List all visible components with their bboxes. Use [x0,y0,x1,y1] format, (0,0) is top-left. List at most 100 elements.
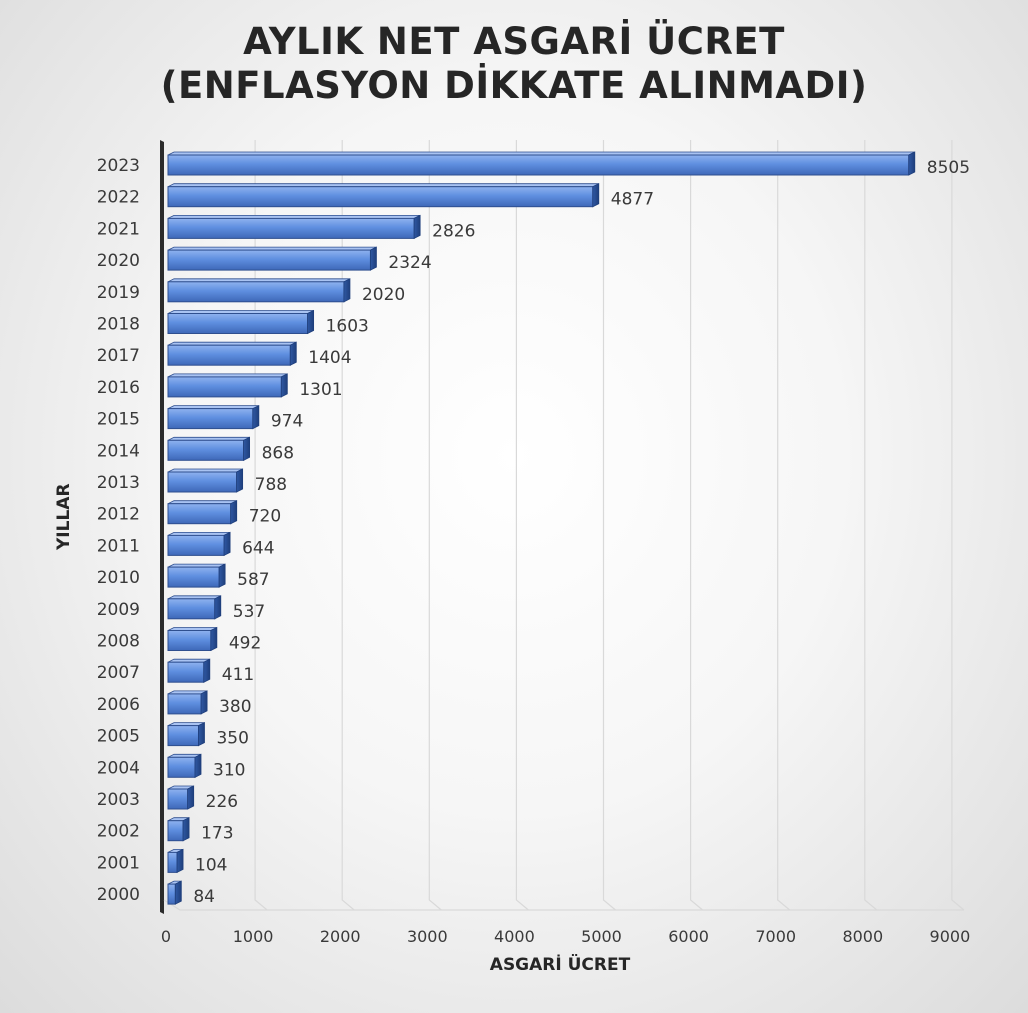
bar-side-face [343,278,351,303]
data-label: 720 [249,507,281,527]
bar-2018 [167,313,309,334]
bar-side-face [236,468,244,493]
y-tick-label: 2011 [97,536,140,556]
grid-line [690,140,703,911]
x-tick-label: 2000 [320,927,361,946]
bar-2023 [167,154,910,176]
x-tick-label: 8000 [842,927,883,946]
y-tick-label: 2015 [97,410,140,430]
data-label: 310 [213,760,245,780]
x-tick-label: 0 [161,927,171,946]
bar-2009 [167,598,216,620]
data-label: 173 [201,824,233,844]
bar-2011 [167,534,225,556]
bar-side-face [592,183,600,208]
data-label: 2324 [388,253,431,273]
y-tick-label: 2017 [97,346,140,366]
x-tick-label: 5000 [581,927,622,946]
data-labels: 84 104 173 226 310 350 380 411 492 537 587 644 720 78… [193,158,970,907]
bar-side-face [210,626,218,652]
data-label: 1603 [326,317,369,337]
bar-side-face [194,753,202,778]
bar-2013 [167,471,238,493]
y-tick-label: 2016 [97,378,140,398]
chart-title-line2: (ENFLASYON DİKKATE ALINMADI) [160,64,868,107]
bar-2015 [167,408,254,430]
y-tick-label: 2023 [97,156,140,176]
bar-2017 [167,344,291,366]
bar-side-face [182,817,190,842]
bar-side-face [230,500,238,525]
x-tick-label: 6000 [668,927,709,946]
grid-line [341,140,355,911]
bar-side-face [289,341,297,366]
grid-line [951,140,965,911]
bar-side-face [307,309,315,335]
y-tick-label: 2008 [97,632,140,652]
data-label: 2826 [432,221,475,241]
y-tick-label: 2022 [97,188,140,208]
data-label: 8505 [927,158,970,178]
data-label: 587 [237,570,269,590]
bar-2012 [167,503,232,525]
y-tick-label: 2021 [97,219,140,239]
y-tick-label: 2001 [97,853,140,873]
y-tick-label: 2000 [97,885,140,905]
bar-side-face [908,151,916,176]
bar-side-face [223,531,231,557]
data-label: 350 [216,729,248,749]
x-tick-label: 1000 [233,927,274,946]
data-label: 411 [222,665,254,685]
data-label: 4877 [611,190,654,210]
bar-2000 [167,883,176,905]
bar-side-face [203,658,211,683]
y-tick-label: 2012 [97,505,140,525]
x-tick-label: 9000 [930,927,971,946]
bar-side-face [176,848,184,874]
y-tick-label: 2018 [97,315,140,335]
bar-side-face [218,563,226,588]
data-label: 788 [255,475,287,495]
y-tick-label: 2009 [97,600,140,620]
y-tick-label: 2002 [97,822,140,842]
bar-2008 [167,630,212,651]
bar-side-face [413,214,421,240]
data-label: 537 [233,602,265,622]
bar-side-face [243,436,251,461]
y-tick-label: 2006 [97,695,140,715]
y-tick-label: 2010 [97,568,140,588]
y-tick-label: 2013 [97,473,140,493]
y-tick-label: 2005 [97,727,140,747]
data-label: 974 [271,412,303,432]
y-tick-label: 2007 [97,663,140,683]
y-axis-line [160,140,164,914]
bar-2022 [167,186,594,208]
bar-2007 [167,661,205,683]
bar-series [167,151,916,905]
bar-2019 [167,281,345,303]
x-tick-label: 4000 [494,927,535,946]
bar-side-face [280,373,288,398]
data-label: 644 [242,538,274,558]
data-label: 84 [193,887,215,907]
bar-side-face [214,595,222,620]
y-tick-label: 2003 [97,790,140,810]
grid-line [864,140,878,911]
bar-2014 [167,439,245,461]
data-label: 1301 [299,380,342,400]
data-label: 380 [219,697,251,717]
bar-2016 [167,376,282,398]
y-tick-label: 2019 [97,283,140,303]
bar-side-face [252,404,260,430]
x-axis-title: ASGARİ ÜCRET [489,955,631,975]
data-label: 2020 [362,285,405,305]
grid-lines [254,140,965,911]
bar-2010 [167,566,220,588]
y-tick-label: 2014 [97,441,140,461]
bar-2005 [167,725,199,747]
bar-2020 [167,249,371,271]
bar-side-face [174,880,182,905]
bar-side-face [198,721,205,747]
grid-line [515,140,529,911]
